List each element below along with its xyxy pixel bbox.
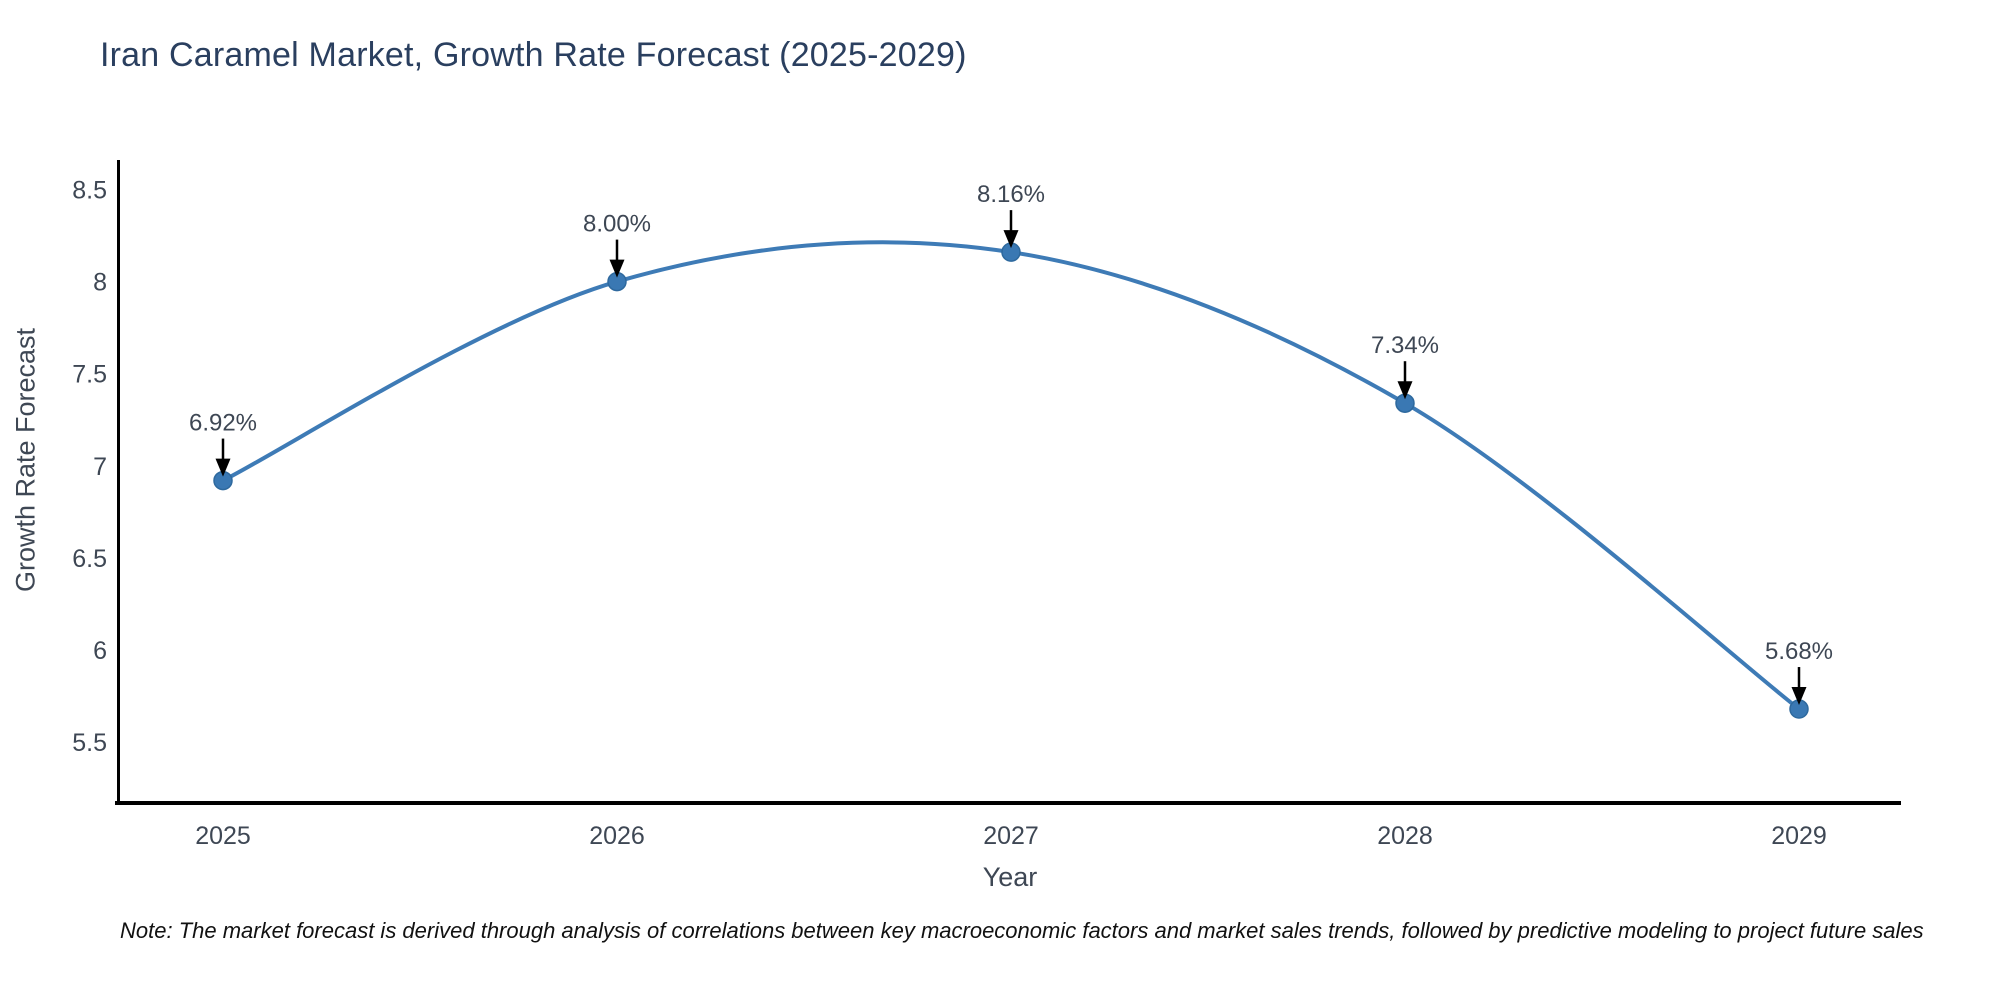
y-tick-label: 7.5 — [72, 361, 107, 389]
annotation-arrowhead — [215, 458, 231, 477]
annotation-label: 8.16% — [977, 181, 1045, 208]
annotation-label: 7.34% — [1371, 332, 1439, 359]
y-tick-label: 8 — [93, 269, 107, 297]
annotation-label: 8.00% — [583, 211, 651, 238]
x-tick-label: 2026 — [589, 822, 645, 850]
trend-line — [221, 240, 1801, 712]
y-tick-label: 5.5 — [72, 729, 107, 757]
x-tick-label: 2029 — [1771, 822, 1827, 850]
annotation-arrowhead — [1791, 687, 1807, 706]
x-axis-title: Year — [982, 862, 1038, 892]
chart-title: Iran Caramel Market, Growth Rate Forecas… — [100, 36, 967, 74]
annotation-label: 5.68% — [1765, 638, 1833, 665]
x-tick-label: 2025 — [195, 822, 251, 850]
footnote: Note: The market forecast is derived thr… — [120, 918, 1924, 943]
annotation-arrowhead — [609, 259, 625, 278]
y-tick-label: 6.5 — [72, 545, 107, 573]
y-tick-label: 8.5 — [72, 176, 107, 204]
annotation-label: 6.92% — [189, 410, 257, 437]
annotation-arrowhead — [1397, 381, 1413, 400]
x-tick-label: 2028 — [1377, 822, 1433, 850]
annotation-arrowhead — [1003, 230, 1019, 249]
x-tick-label: 2027 — [983, 822, 1039, 850]
y-axis-title: Growth Rate Forecast — [10, 327, 41, 593]
y-tick-label: 6 — [93, 637, 107, 665]
y-tick-label: 7 — [93, 453, 107, 481]
